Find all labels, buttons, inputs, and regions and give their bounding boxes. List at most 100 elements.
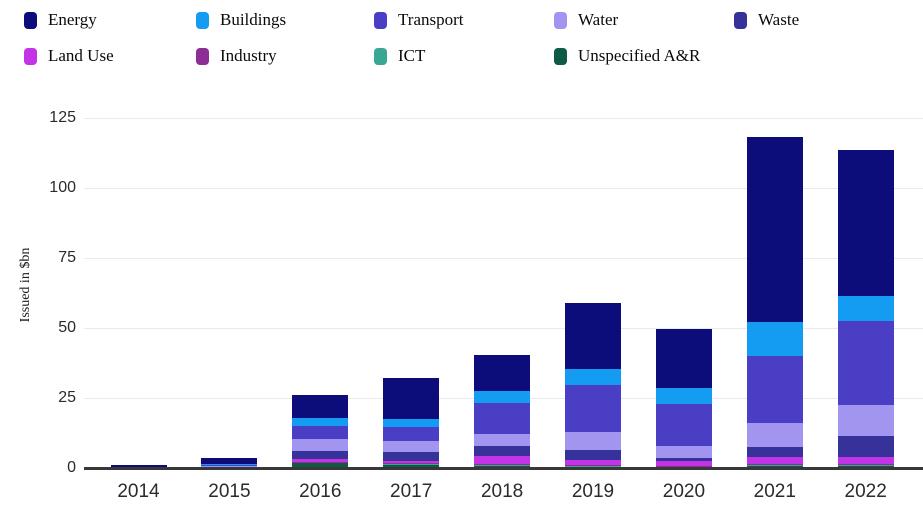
- bar-segment-2022-industry: [837, 463, 894, 465]
- bar-segment-2020-transport: [655, 404, 712, 447]
- bar-segment-2022-buildings: [837, 295, 894, 322]
- bar-segment-2016-water: [292, 439, 349, 451]
- legend-item-water: Water: [554, 10, 618, 30]
- bar-segment-2018-industry: [474, 464, 531, 465]
- bar-segment-2016-unspecified-a-r: [292, 462, 349, 468]
- legend-swatch-industry: [196, 47, 209, 65]
- bar-segment-2021-industry: [746, 463, 803, 466]
- y-tick-label-75: 75: [58, 249, 76, 266]
- y-tick-label-50: 50: [58, 319, 76, 336]
- bar-segment-2019-transport: [565, 385, 621, 432]
- legend-label: Water: [578, 10, 619, 29]
- bar-2015: [201, 0, 258, 468]
- bar-segment-2018-energy: [474, 354, 531, 391]
- x-axis-label-2018: 2018: [480, 481, 524, 502]
- x-axis-line: [84, 467, 923, 470]
- bar-segment-2018-water: [474, 434, 531, 447]
- x-axis-label-2016: 2016: [299, 481, 342, 502]
- bar-segment-2016-ict: [292, 462, 349, 463]
- bar-segment-2015-transport: [201, 464, 258, 467]
- bar-segment-2021-buildings: [746, 321, 803, 356]
- legend-swatch-waste: [734, 11, 747, 29]
- bar-segment-2017-industry: [383, 462, 440, 464]
- legend-swatch-ict: [374, 47, 387, 65]
- bar-segment-2017-buildings: [383, 418, 440, 427]
- bar-segment-2018-transport: [474, 402, 531, 435]
- bar-segment-2020-energy: [655, 329, 712, 388]
- bar-segment-2019-waste: [565, 449, 621, 460]
- bar-2016: [292, 0, 349, 468]
- x-axis-label-2015: 2015: [208, 481, 251, 502]
- bar-segment-2020-water: [655, 446, 712, 458]
- bar-segment-2021-waste: [746, 447, 803, 457]
- bar-segment-2017-waste: [383, 452, 440, 461]
- bar-segment-2016-land-use: [292, 459, 349, 462]
- gridline-75: [84, 258, 923, 259]
- bar-segment-2018-waste: [474, 446, 531, 457]
- bar-segment-2019-ict: [565, 466, 621, 467]
- gridline-125: [84, 118, 923, 119]
- bar-segment-2016-buildings: [292, 417, 349, 426]
- legend-swatch-energy: [24, 11, 37, 29]
- legend-swatch-transport: [374, 11, 387, 29]
- x-axis-label-2020: 2020: [662, 481, 706, 502]
- bar-segment-2015-energy: [201, 458, 258, 464]
- bar-segment-2017-unspecified-a-r: [383, 463, 440, 468]
- legend-item-waste: Waste: [734, 10, 799, 30]
- bar-segment-2020-land-use: [655, 461, 712, 467]
- bar-segment-2019-land-use: [565, 459, 621, 466]
- legend-swatch-water: [554, 11, 567, 29]
- bar-segment-2019-energy: [565, 302, 621, 370]
- bar-segment-2017-energy: [383, 378, 440, 419]
- bar-2022: [837, 0, 894, 468]
- bar-segment-2016-transport: [292, 426, 349, 440]
- bar-segment-2020-industry: [655, 466, 712, 467]
- x-axis-label-2022: 2022: [844, 481, 887, 502]
- y-tick-label-0: 0: [67, 459, 76, 476]
- bar-segment-2019-water: [565, 431, 621, 450]
- legend-item-industry: Industry: [196, 46, 277, 66]
- bar-segment-2022-transport: [837, 321, 894, 405]
- legend-item-ict: ICT: [374, 46, 425, 66]
- bar-segment-2021-water: [746, 423, 803, 448]
- bar-segment-2018-land-use: [474, 456, 531, 465]
- bar-segment-2022-unspecified-a-r: [837, 465, 894, 468]
- bar-segment-2022-waste: [837, 435, 894, 457]
- bar-segment-2022-water: [837, 404, 894, 436]
- bar-segment-2016-energy: [292, 395, 349, 418]
- bar-2017: [383, 0, 440, 468]
- y-tick-label-125: 125: [49, 109, 76, 126]
- bar-segment-2019-industry: [565, 465, 621, 467]
- bar-segment-2017-transport: [383, 426, 440, 442]
- legend-label: ICT: [398, 46, 426, 65]
- bar-segment-2021-unspecified-a-r: [746, 465, 803, 468]
- legend-label: Energy: [48, 10, 97, 29]
- bar-segment-2021-energy: [746, 137, 803, 322]
- bar-2021: [746, 0, 803, 468]
- legend-label: Transport: [398, 10, 464, 29]
- legend-label: Unspecified A&R: [578, 46, 701, 65]
- legend-item-transport: Transport: [374, 10, 464, 30]
- x-axis-label-2019: 2019: [571, 481, 615, 502]
- bar-segment-2015-water: [201, 466, 258, 468]
- bar-segment-2022-energy: [837, 149, 894, 296]
- bar-2019: [565, 0, 621, 468]
- bar-segment-2019-buildings: [565, 369, 621, 386]
- bar-segment-2020-waste: [655, 457, 712, 462]
- bar-segment-2015-buildings: [201, 463, 258, 465]
- bar-segment-2021-land-use: [746, 456, 803, 464]
- bar-segment-2022-land-use: [837, 456, 894, 464]
- bar-segment-2021-transport: [746, 356, 803, 424]
- legend-item-buildings: Buildings: [196, 10, 286, 30]
- bar-segment-2020-buildings: [655, 387, 712, 405]
- bar-segment-2018-buildings: [474, 391, 531, 403]
- bar-segment-2021-ict: [746, 465, 803, 466]
- legend-label: Buildings: [220, 10, 287, 29]
- x-axis-label-2014: 2014: [117, 481, 160, 502]
- legend-item-unspecified-a-r: Unspecified A&R: [554, 46, 700, 66]
- legend-item-land-use: Land Use: [24, 46, 114, 66]
- x-axis-label-2021: 2021: [753, 481, 796, 502]
- legend-item-energy: Energy: [24, 10, 97, 30]
